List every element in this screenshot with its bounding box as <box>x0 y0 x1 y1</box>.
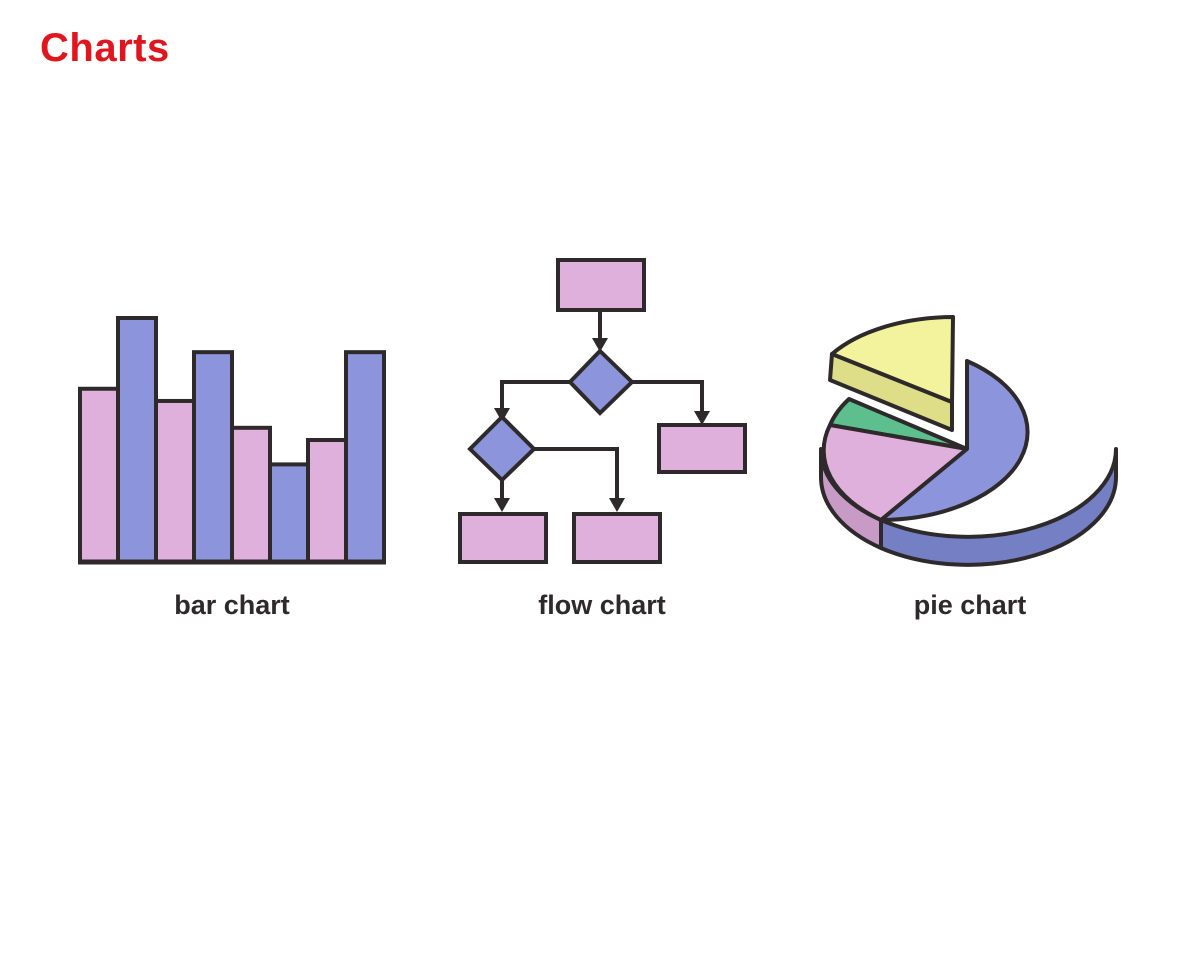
pie-chart-figure: pie chart <box>790 250 1150 650</box>
flow-process-box <box>458 512 548 564</box>
bar-2 <box>116 316 158 564</box>
flow-process-box <box>572 512 662 564</box>
arrow-head <box>694 411 710 425</box>
bar-chart-caption: bar chart <box>174 590 290 620</box>
arrow-head <box>609 498 625 512</box>
page-title: Charts <box>40 26 170 70</box>
pie-slice <box>821 423 969 522</box>
flow-decision-diamond <box>567 348 635 416</box>
bar-chart-figure: bar chart <box>52 250 412 650</box>
bar-6 <box>268 462 310 564</box>
flow-decision-diamond <box>467 414 537 483</box>
bar-8 <box>344 350 386 564</box>
bar-5 <box>230 425 272 564</box>
pie-chart-icon <box>818 315 1118 567</box>
flow-chart-icon <box>458 258 747 564</box>
arrow-head <box>494 498 510 512</box>
flow-connector <box>632 380 704 413</box>
flow-process-box <box>657 423 747 474</box>
flow-connector <box>500 380 570 410</box>
arrow-head <box>592 338 608 352</box>
bar-7 <box>306 438 348 564</box>
bar-chart-icon <box>78 316 386 565</box>
bar-1 <box>78 386 120 564</box>
pie-chart-caption: pie chart <box>913 590 1027 620</box>
bar-4 <box>192 350 234 564</box>
bar-3 <box>154 398 196 564</box>
pie-slice <box>879 359 1030 522</box>
pie-exploded-slice <box>830 315 955 404</box>
flow-chart-figure: flow chart <box>422 250 782 650</box>
flow-chart-caption: flow chart <box>538 590 666 620</box>
pie-slice-side <box>879 447 1118 567</box>
flow-start-box <box>556 258 646 312</box>
flow-connector <box>534 447 619 500</box>
